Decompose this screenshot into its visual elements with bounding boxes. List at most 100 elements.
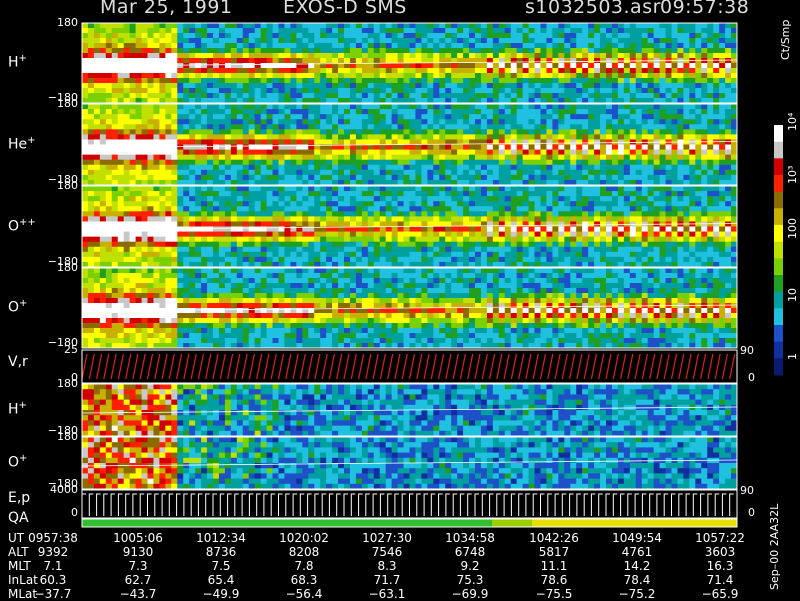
heat-cell — [147, 48, 154, 54]
heat-cell — [207, 221, 214, 227]
heat-cell — [534, 196, 541, 202]
heat-cell — [135, 23, 142, 29]
heat-cell — [588, 144, 595, 150]
heat-cell — [213, 221, 220, 227]
heat-cell — [439, 93, 446, 99]
heat-cell — [82, 241, 89, 248]
heat-cell — [498, 226, 506, 232]
heat-cell — [665, 98, 672, 104]
heat-cell — [397, 211, 404, 217]
heat-cell — [606, 109, 613, 115]
heat-cell — [183, 221, 190, 227]
heat-cell — [111, 211, 119, 217]
heat-cell — [451, 119, 458, 125]
heat-cell — [665, 129, 672, 135]
heat-cell — [153, 78, 160, 84]
heat-cell — [492, 98, 500, 104]
heat-cell — [629, 144, 637, 150]
heat-cell — [576, 216, 583, 222]
heat-cell — [93, 241, 101, 248]
heat-cell — [314, 174, 321, 181]
heat-cell — [689, 73, 696, 79]
heat-cell — [332, 78, 339, 84]
heat-cell — [361, 179, 369, 186]
heat-cell — [207, 186, 214, 192]
heat-cell — [522, 43, 529, 49]
heat-cell — [147, 134, 154, 140]
heat-cell — [421, 73, 428, 79]
heat-cell — [213, 48, 220, 54]
heat-cell — [153, 124, 160, 130]
heat-cell — [177, 109, 184, 115]
heat-cell — [421, 179, 428, 186]
heat-cell — [99, 174, 107, 181]
heat-cell — [391, 48, 398, 54]
heat-cell — [284, 216, 291, 222]
heat-cell — [451, 58, 458, 64]
heat-cell — [111, 124, 119, 130]
heat-cell — [427, 186, 434, 192]
heat-cell — [701, 144, 708, 150]
heat-cell — [617, 231, 625, 238]
heat-cell — [355, 139, 363, 145]
heat-cell — [93, 196, 101, 202]
heat-cell — [189, 186, 196, 192]
heat-cell — [355, 186, 363, 192]
heat-cell — [135, 236, 142, 243]
heat-cell — [99, 154, 107, 161]
heat-cell — [183, 73, 190, 79]
heat-cell — [463, 164, 470, 171]
heat-cell — [558, 216, 565, 222]
heat-cell — [302, 206, 309, 212]
heat-cell — [248, 73, 256, 79]
heat-cell — [611, 93, 619, 99]
heat-cell — [361, 201, 369, 207]
heat-cell — [629, 43, 637, 49]
heat-cell — [326, 119, 333, 125]
heat-cell — [534, 119, 541, 125]
heat-cell — [463, 78, 470, 84]
heat-cell — [653, 88, 660, 94]
heat-cell — [623, 124, 631, 130]
heat-cell — [165, 68, 172, 74]
heat-cell — [224, 109, 232, 115]
heat-cell — [344, 261, 351, 268]
heat-cell — [189, 216, 196, 222]
heat-cell — [683, 93, 690, 99]
heat-cell — [677, 174, 684, 181]
heat-cell — [254, 119, 262, 125]
heat-cell — [314, 154, 321, 161]
heat-cell — [480, 154, 488, 161]
heat-cell — [111, 23, 119, 29]
heat-cell — [564, 201, 571, 207]
heat-cell — [564, 169, 571, 176]
heat-cell — [218, 154, 226, 161]
heat-cell — [689, 43, 696, 49]
heat-cell — [278, 261, 285, 268]
heat-cell — [725, 58, 732, 64]
heat-cell — [105, 169, 113, 176]
heat-cell — [230, 256, 238, 263]
heat-cell — [683, 119, 690, 125]
heat-cell — [653, 53, 660, 59]
heat-cell — [153, 58, 160, 64]
heat-cell — [570, 251, 577, 258]
heat-cell — [534, 201, 541, 207]
heat-cell — [302, 256, 309, 263]
heat-cell — [254, 83, 262, 89]
heat-cell — [218, 83, 226, 89]
heat-cell — [373, 251, 381, 258]
heat-cell — [576, 93, 583, 99]
heat-cell — [683, 174, 690, 181]
heat-cell — [183, 251, 190, 258]
heat-cell — [611, 256, 619, 263]
heat-cell — [492, 28, 500, 34]
heat-cell — [528, 109, 535, 115]
heat-cell — [439, 206, 446, 212]
heat-cell — [391, 144, 398, 150]
heat-cell — [326, 169, 333, 176]
heat-cell — [606, 261, 613, 268]
heat-cell — [683, 129, 690, 135]
heat-cell — [719, 93, 726, 99]
heat-cell — [546, 179, 553, 186]
